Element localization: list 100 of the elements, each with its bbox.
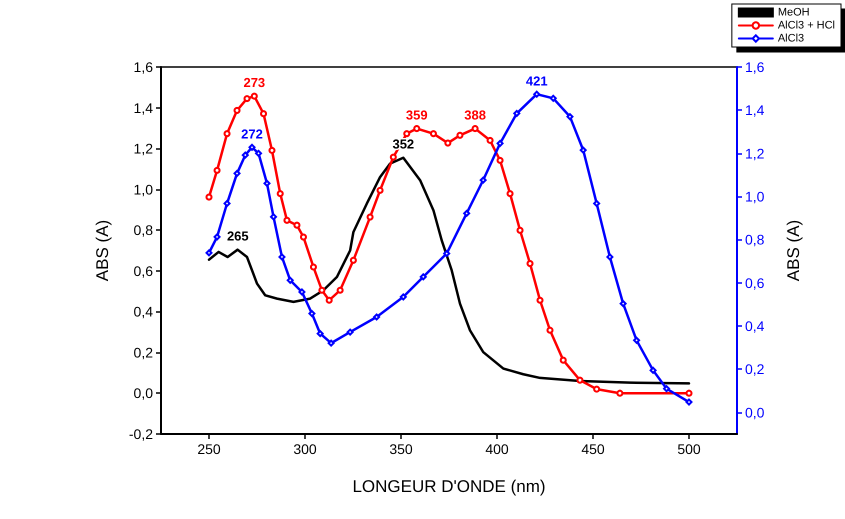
- point: [300, 234, 307, 241]
- annotation: 359: [406, 108, 428, 123]
- point: [326, 296, 333, 304]
- y-tick-label: 0,8: [134, 222, 154, 238]
- y-tick-label: 0,4: [134, 304, 154, 320]
- point: [480, 176, 487, 184]
- point: [686, 390, 692, 397]
- point: [620, 300, 627, 308]
- point: [350, 256, 357, 264]
- y-tick-label: 0,6: [134, 262, 154, 279]
- y2-tick-label: 0,6: [745, 274, 765, 291]
- y-tick-label: 1,6: [134, 59, 154, 75]
- point: [276, 190, 284, 198]
- point: [463, 210, 470, 217]
- point: [390, 154, 397, 161]
- y-tick-label: -0,2: [128, 426, 154, 442]
- point: [346, 328, 354, 336]
- annotation: 421: [526, 74, 548, 89]
- y-tick-label: 0,0: [134, 385, 154, 402]
- point: [336, 286, 344, 294]
- point: [456, 132, 464, 139]
- point: [250, 92, 258, 100]
- point: [242, 152, 249, 159]
- point: [206, 194, 212, 201]
- y-tick-label: 1,4: [134, 100, 154, 116]
- point: [286, 276, 294, 284]
- point: [420, 273, 427, 280]
- point: [268, 146, 276, 154]
- point: [496, 140, 504, 147]
- point: [366, 214, 374, 221]
- y2-tick-label: 1,0: [745, 188, 765, 205]
- annotation: 272: [241, 126, 263, 142]
- point: [516, 226, 524, 234]
- x-tick-label: 400: [485, 441, 509, 457]
- point: [283, 216, 290, 224]
- y2-axis-title: ABS (A): [784, 220, 803, 282]
- point: [536, 296, 544, 304]
- y-tick-label: 1,2: [134, 140, 154, 157]
- point: [663, 385, 670, 392]
- y2-tick-label: 1,6: [745, 59, 765, 75]
- point: [560, 356, 567, 364]
- y2-tick-label: 0,4: [745, 318, 765, 334]
- point: [526, 260, 534, 268]
- point: [328, 340, 335, 347]
- point: [403, 130, 410, 138]
- point: [234, 106, 241, 114]
- point: [214, 166, 221, 174]
- annotation: 265: [226, 228, 249, 244]
- point: [686, 398, 692, 406]
- y2-tick-label: 1,2: [745, 145, 765, 162]
- point: [373, 313, 380, 320]
- point: [506, 190, 514, 198]
- point: [616, 390, 624, 397]
- point: [260, 110, 268, 118]
- point: [248, 144, 256, 151]
- x-tick-label: 250: [197, 441, 221, 457]
- point: [443, 250, 450, 258]
- point: [593, 386, 600, 393]
- legend-label: AlCl3: [778, 32, 804, 44]
- point: [206, 249, 212, 256]
- legend-label: MeOH: [778, 6, 810, 18]
- y2-tick-label: 0,2: [745, 361, 765, 378]
- point: [566, 113, 574, 120]
- point: [310, 264, 317, 271]
- point: [316, 330, 324, 338]
- point: [430, 130, 437, 138]
- point: [214, 233, 221, 240]
- x-tick-label: 350: [389, 441, 413, 457]
- x-tick-label: 500: [677, 441, 701, 457]
- point: [513, 110, 520, 117]
- point: [633, 336, 640, 344]
- point: [444, 140, 452, 147]
- point: [486, 136, 494, 144]
- point: [472, 125, 479, 132]
- y-tick-label: 0,2: [134, 344, 154, 360]
- y2-tick-label: 1,4: [745, 102, 765, 118]
- point: [270, 213, 278, 220]
- point: [318, 286, 326, 294]
- point: [400, 293, 407, 300]
- y-tick-label: 1,0: [134, 181, 154, 198]
- point: [413, 125, 420, 132]
- point: [593, 200, 600, 207]
- x-tick-label: 450: [581, 441, 605, 457]
- point: [376, 186, 384, 194]
- y-axis-title: ABS (A): [93, 220, 112, 282]
- y2-tick-label: 0,8: [745, 232, 765, 248]
- point: [224, 200, 231, 207]
- point: [293, 222, 300, 229]
- point: [224, 130, 231, 138]
- legend-label: AlCl3 + HCl: [778, 20, 835, 32]
- point: [533, 90, 540, 98]
- point: [263, 180, 270, 187]
- point: [576, 376, 584, 384]
- point: [278, 253, 286, 260]
- point: [244, 95, 251, 102]
- y2-tick-label: 0,0: [745, 404, 765, 420]
- point: [650, 366, 657, 374]
- annotation: 273: [243, 75, 266, 90]
- annotation: 388: [464, 108, 486, 123]
- point: [234, 170, 241, 177]
